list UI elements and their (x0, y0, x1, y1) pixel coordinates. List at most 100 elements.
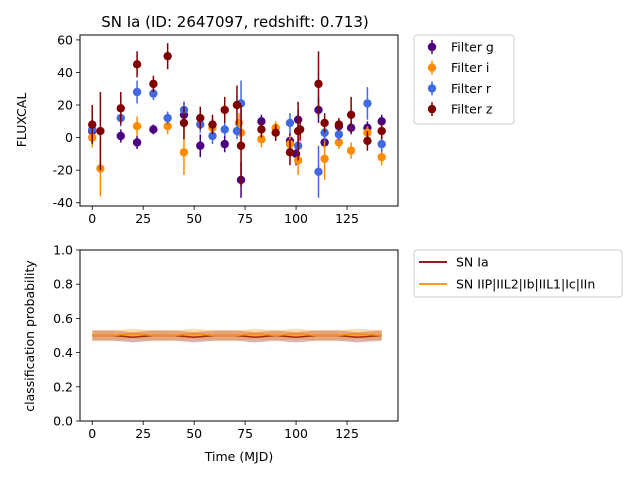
legend-label: SN Ia (456, 255, 489, 270)
data-point (377, 139, 386, 149)
data-point (208, 131, 217, 141)
light-curve-y-ticks: -40 -20 0 20 40 60 (53, 32, 80, 210)
data-point (314, 79, 323, 89)
data-point (208, 120, 217, 129)
x-tick-label: 25 (135, 426, 151, 441)
data-point (334, 120, 344, 129)
legend-marker (427, 63, 437, 72)
legend-label: Filter g (451, 40, 494, 55)
data-point (257, 135, 266, 144)
data-point (220, 105, 229, 115)
data-point (320, 154, 329, 163)
light-curve-y-axis-label: FLUXCAL (14, 93, 29, 148)
chart-title: SN Ia (ID: 2647097, redshift: 0.713) (101, 13, 368, 31)
legend-label: Filter z (451, 102, 493, 117)
legend-marker (427, 104, 437, 114)
data-point (149, 89, 158, 98)
x-tick-label: 25 (135, 211, 151, 226)
data-point (363, 99, 372, 108)
legend-label: Filter i (451, 60, 489, 75)
x-tick-label: 50 (186, 211, 202, 226)
legend-marker (427, 42, 437, 52)
light-curve-panel: SN Ia (ID: 2647097, redshift: 0.713) 0 25… (14, 13, 399, 226)
x-tick-label: 75 (237, 211, 253, 226)
data-point (334, 138, 344, 147)
y-tick-label: 0.6 (53, 311, 73, 326)
data-point (271, 128, 280, 137)
y-tick-label: 0 (65, 130, 73, 145)
light-curve-x-ticks: 0 25 50 75 100 125 (88, 206, 359, 226)
classification-legend-box (413, 249, 623, 298)
data-point (149, 79, 158, 89)
x-tick-label: 100 (284, 211, 308, 226)
data-point (232, 126, 242, 136)
data-point (179, 148, 189, 157)
data-point (234, 118, 244, 128)
legend-label: Filter r (451, 81, 492, 96)
data-point (132, 138, 142, 147)
x-tick-label: 125 (335, 211, 359, 226)
data-point (257, 125, 266, 134)
x-tick-label: 100 (284, 426, 308, 441)
series-filter-z (88, 43, 386, 187)
data-point (320, 118, 329, 128)
classification-x-axis-label: Time (MJD) (204, 449, 273, 464)
legend-label: SN IIP|IIL2|Ib|IIL1|Ic|IIn (456, 277, 595, 292)
x-tick-label: 0 (88, 211, 96, 226)
data-point (232, 100, 242, 110)
y-tick-label: 20 (57, 98, 73, 113)
data-point (196, 113, 205, 123)
classification-legend: SN Ia SN IIP|IIL2|Ib|IIL1|Ic|IIn (413, 249, 623, 298)
classification-legend-items: SN Ia SN IIP|IIL2|Ib|IIL1|Ic|IIn (419, 255, 595, 292)
data-point (377, 152, 386, 162)
data-point (196, 141, 205, 150)
data-point (346, 146, 356, 155)
data-point (132, 122, 142, 131)
data-point (334, 130, 344, 139)
classification-plot-area (92, 328, 382, 343)
y-tick-label: -20 (53, 163, 73, 178)
data-point (163, 122, 172, 131)
classification-x-ticks: 0 25 50 75 100 125 (88, 421, 359, 441)
data-point (377, 117, 386, 126)
x-tick-label: 50 (186, 426, 202, 441)
y-tick-label: 0.8 (53, 277, 73, 292)
classification-axes-frame (79, 249, 399, 422)
data-point (96, 126, 105, 136)
data-point (220, 139, 229, 149)
data-point (163, 51, 172, 61)
light-curve-legend-box (413, 34, 515, 125)
data-point (116, 131, 125, 141)
y-tick-label: -40 (53, 195, 73, 210)
x-tick-label: 0 (88, 426, 96, 441)
series-line (92, 333, 382, 337)
data-point (285, 118, 295, 128)
y-tick-label: 1.0 (53, 243, 73, 258)
x-tick-label: 75 (237, 426, 253, 441)
series-sn-iip-iil2-ib-iil1-ic-iin (92, 328, 382, 341)
data-point (149, 125, 158, 134)
classification-y-axis-label: classification probability (22, 260, 37, 412)
y-tick-label: 40 (57, 65, 73, 80)
light-curve-legend: Filter g Filter i Filter r Filter z (413, 34, 515, 125)
data-point (363, 136, 372, 146)
data-point (163, 113, 172, 123)
data-point (220, 125, 229, 134)
y-tick-label: 0.0 (53, 414, 73, 429)
data-point (346, 110, 356, 120)
x-tick-label: 125 (335, 426, 359, 441)
data-point (236, 141, 246, 150)
y-tick-label: 60 (57, 32, 73, 47)
light-curve-legend-items: Filter g Filter i Filter r Filter z (427, 40, 494, 117)
light-curve-plot-area (88, 43, 386, 198)
data-point (132, 60, 142, 69)
data-point (295, 125, 305, 134)
data-point (116, 104, 125, 113)
light-curve-axes-frame (79, 34, 399, 207)
classification-panel: 0 25 50 75 100 125 0.0 0.2 0.4 0.6 0.8 1.0 Time (M… (22, 243, 399, 464)
data-point (314, 167, 323, 176)
y-tick-label: 0.2 (53, 379, 73, 394)
data-point (377, 126, 386, 136)
data-point (179, 118, 189, 128)
